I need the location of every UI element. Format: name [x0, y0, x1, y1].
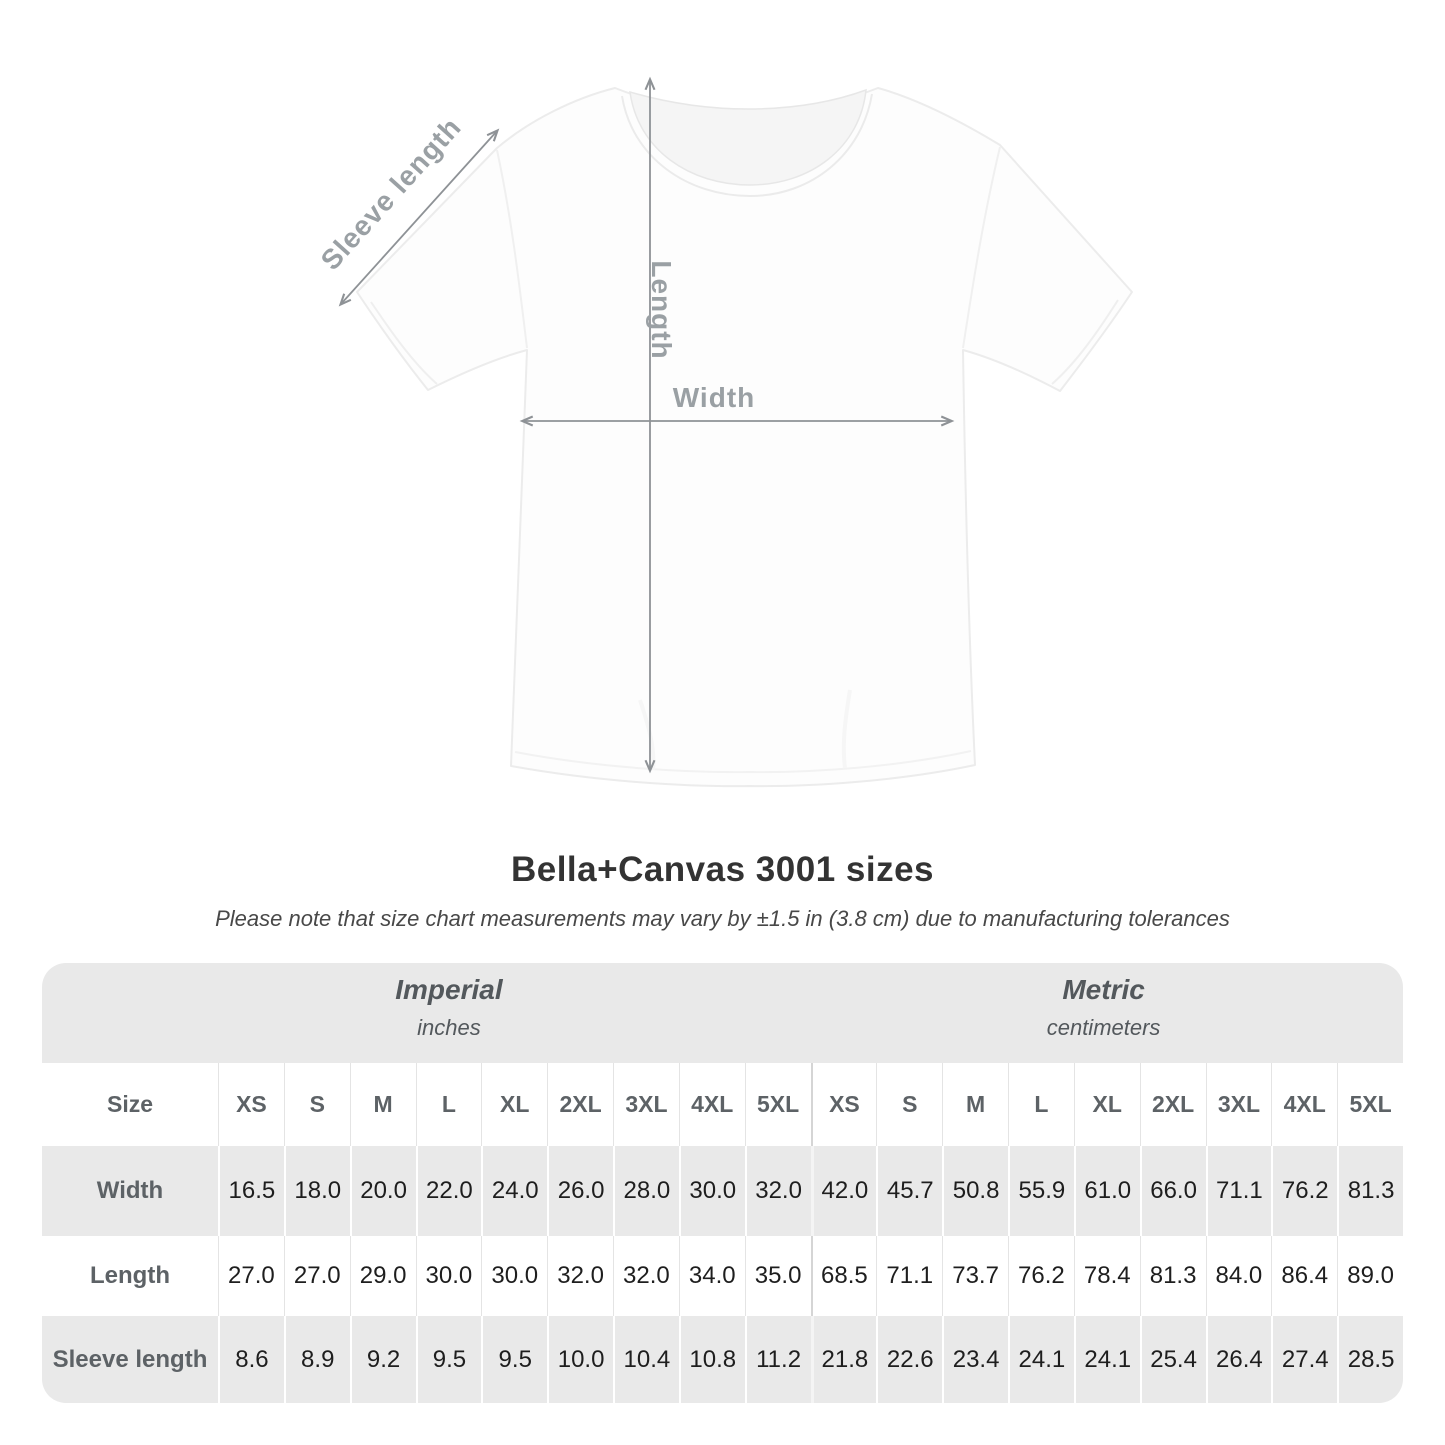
- cell-sleeve-length-imperial-xs: 8.6: [218, 1316, 284, 1403]
- unit-header-band: Imperial inches Metric centimeters: [42, 963, 1403, 1063]
- cell-width-imperial-xl: 24.0: [481, 1146, 548, 1236]
- cell-length-imperial-m: 29.0: [349, 1236, 416, 1316]
- cell-sleeve-length-imperial-xl: 9.5: [481, 1316, 548, 1403]
- cell-sleeve-length-imperial-s: 8.9: [283, 1316, 350, 1403]
- size-header-metric-2xl: 2XL: [1139, 1063, 1206, 1146]
- collar: [629, 88, 867, 186]
- cell-length-imperial-5xl: 35.0: [744, 1236, 811, 1316]
- cell-sleeve-length-metric-4xl: 27.4: [1271, 1316, 1338, 1403]
- size-header-imperial-xs: XS: [218, 1063, 284, 1146]
- cell-length-metric-4xl: 86.4: [1271, 1236, 1338, 1316]
- size-header-imperial-3xl: 3XL: [613, 1063, 679, 1146]
- size-chart-grid: Size XS S M L XL 2XL 3XL 4XL 5XL XS S M L XL 2XL 3XL 4XL 5…: [42, 1063, 1403, 1403]
- width-label: Width: [673, 382, 756, 413]
- page-title: Bella+Canvas 3001 sizes: [510, 850, 935, 889]
- size-header-metric-l: L: [1008, 1063, 1074, 1146]
- cell-length-metric-xl: 78.4: [1073, 1236, 1140, 1316]
- cell-length-metric-m: 73.7: [942, 1236, 1008, 1316]
- cell-length-imperial-xl: 30.0: [481, 1236, 548, 1316]
- cell-width-imperial-l: 22.0: [415, 1146, 482, 1236]
- size-header-metric-4xl: 4XL: [1271, 1063, 1338, 1146]
- size-corner-header: Size: [42, 1063, 218, 1146]
- cell-width-metric-l: 55.9: [1008, 1146, 1074, 1236]
- size-header-imperial-5xl: 5XL: [744, 1063, 811, 1146]
- tshirt-illustration: [356, 87, 1133, 788]
- cell-sleeve-length-metric-m: 23.4: [942, 1316, 1008, 1403]
- cell-width-metric-2xl: 66.0: [1139, 1146, 1206, 1236]
- heading-block: Bella+Canvas 3001 sizes Please note that…: [0, 850, 1445, 932]
- cell-width-metric-xs: 42.0: [810, 1146, 877, 1236]
- cell-width-imperial-m: 20.0: [349, 1146, 416, 1236]
- size-header-metric-5xl: 5XL: [1337, 1063, 1403, 1146]
- cell-width-metric-m: 50.8: [942, 1146, 1008, 1236]
- cell-width-imperial-xs: 16.5: [218, 1146, 284, 1236]
- size-header-imperial-xl: XL: [481, 1063, 548, 1146]
- metric-label: Metric: [1062, 974, 1145, 1005]
- cell-sleeve-length-imperial-l: 9.5: [415, 1316, 482, 1403]
- tshirt-measurement-diagram: Sleeve length Length Width: [315, 76, 1133, 788]
- cell-length-imperial-l: 30.0: [415, 1236, 482, 1316]
- length-label: Length: [646, 260, 677, 359]
- size-header-imperial-m: M: [349, 1063, 416, 1146]
- cell-length-metric-2xl: 81.3: [1139, 1236, 1206, 1316]
- cell-length-imperial-s: 27.0: [283, 1236, 350, 1316]
- row-label-length: Length: [42, 1236, 218, 1316]
- row-label-width: Width: [42, 1146, 218, 1236]
- cell-length-metric-xs: 68.5: [810, 1236, 877, 1316]
- cell-sleeve-length-imperial-5xl: 11.2: [744, 1316, 811, 1403]
- cell-length-metric-s: 71.1: [876, 1236, 943, 1316]
- imperial-unit-label: inches: [417, 1015, 481, 1040]
- size-header-metric-s: S: [876, 1063, 943, 1146]
- size-header-metric-m: M: [942, 1063, 1008, 1146]
- size-header-imperial-4xl: 4XL: [678, 1063, 745, 1146]
- cell-length-imperial-xs: 27.0: [218, 1236, 284, 1316]
- cell-sleeve-length-imperial-2xl: 10.0: [547, 1316, 613, 1403]
- size-header-metric-3xl: 3XL: [1205, 1063, 1272, 1146]
- size-header-imperial-l: L: [415, 1063, 482, 1146]
- size-chart-table: Imperial inches Metric centimeters Size X…: [42, 963, 1403, 1403]
- cell-width-imperial-2xl: 26.0: [547, 1146, 613, 1236]
- cell-width-imperial-3xl: 28.0: [613, 1146, 679, 1236]
- imperial-label: Imperial: [395, 974, 503, 1005]
- cell-length-imperial-4xl: 34.0: [678, 1236, 745, 1316]
- size-header-imperial-s: S: [283, 1063, 350, 1146]
- cell-sleeve-length-imperial-m: 9.2: [349, 1316, 416, 1403]
- cell-length-metric-3xl: 84.0: [1205, 1236, 1272, 1316]
- cell-width-imperial-4xl: 30.0: [678, 1146, 745, 1236]
- cell-sleeve-length-metric-xs: 21.8: [810, 1316, 877, 1403]
- cell-sleeve-length-metric-l: 24.1: [1008, 1316, 1074, 1403]
- cell-width-metric-4xl: 76.2: [1271, 1146, 1338, 1236]
- sleeve-length-arrow: [338, 128, 500, 307]
- cell-sleeve-length-imperial-4xl: 10.8: [678, 1316, 745, 1403]
- cell-length-metric-5xl: 89.0: [1337, 1236, 1403, 1316]
- metric-unit-label: centimeters: [1046, 1015, 1161, 1040]
- cell-sleeve-length-metric-3xl: 26.4: [1205, 1316, 1272, 1403]
- cell-length-imperial-2xl: 32.0: [547, 1236, 613, 1316]
- cell-sleeve-length-imperial-3xl: 10.4: [613, 1316, 679, 1403]
- unit-group-metric: Metric centimeters: [1047, 974, 1161, 1041]
- cell-width-metric-s: 45.7: [876, 1146, 943, 1236]
- cell-sleeve-length-metric-5xl: 28.5: [1337, 1316, 1403, 1403]
- unit-group-imperial: Imperial inches: [395, 974, 502, 1041]
- size-header-metric-xl: XL: [1073, 1063, 1140, 1146]
- size-header-imperial-2xl: 2XL: [547, 1063, 613, 1146]
- cell-length-imperial-3xl: 32.0: [613, 1236, 679, 1316]
- cell-width-imperial-s: 18.0: [283, 1146, 350, 1236]
- cell-sleeve-length-metric-s: 22.6: [876, 1316, 943, 1403]
- cell-width-metric-xl: 61.0: [1073, 1146, 1140, 1236]
- size-header-metric-xs: XS: [810, 1063, 877, 1146]
- row-label-sleeve-length: Sleeve length: [42, 1316, 218, 1403]
- cell-sleeve-length-metric-xl: 24.1: [1073, 1316, 1140, 1403]
- cell-width-metric-3xl: 71.1: [1205, 1146, 1272, 1236]
- cell-length-metric-l: 76.2: [1008, 1236, 1074, 1316]
- cell-width-metric-5xl: 81.3: [1337, 1146, 1403, 1236]
- tolerance-note: Please note that size chart measurements…: [215, 906, 1230, 931]
- cell-sleeve-length-metric-2xl: 25.4: [1139, 1316, 1206, 1403]
- cell-width-imperial-5xl: 32.0: [744, 1146, 811, 1236]
